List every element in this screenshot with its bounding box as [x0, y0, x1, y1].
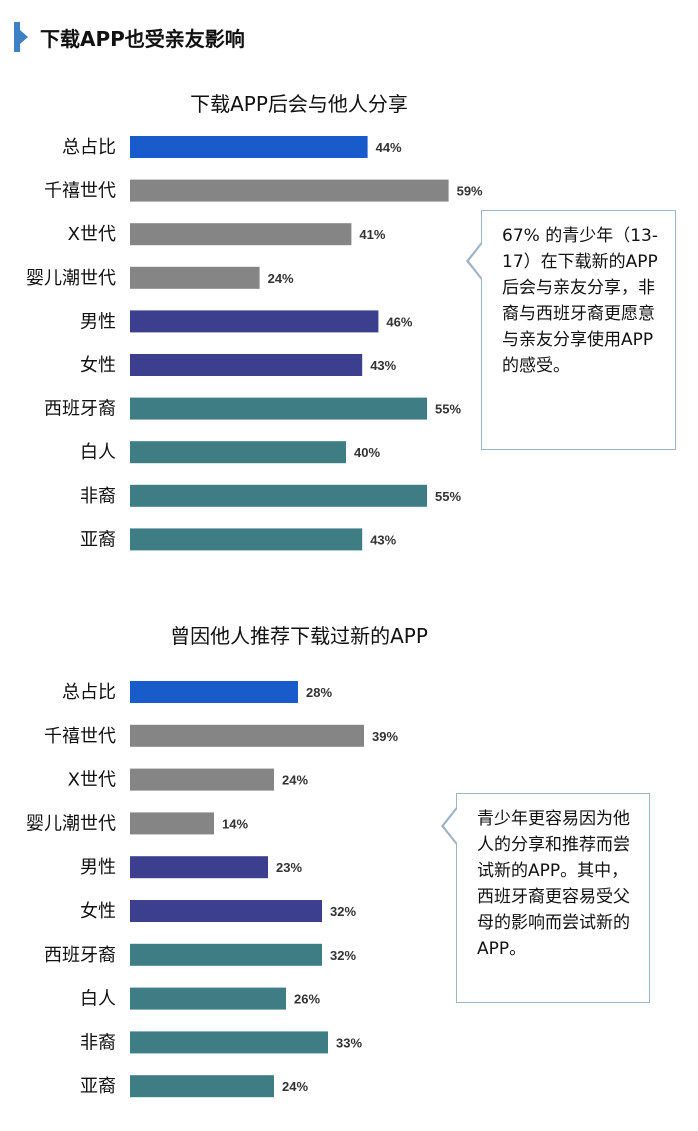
category-label: 总占比: [62, 137, 116, 158]
share-bar-chart: 总占比 44% 千禧世代 59% X世代 41% 婴儿潮世代 24% 男性 46% 女性 43% 西班牙…: [26, 136, 483, 551]
category-label: 西班牙裔: [44, 399, 116, 420]
category-label: 白人: [80, 442, 116, 463]
value-label: 23%: [276, 860, 302, 875]
value-label: 32%: [330, 904, 356, 919]
value-label: 44%: [376, 140, 402, 155]
bar: [130, 484, 427, 507]
bar: [130, 943, 322, 966]
callout-pointer-fill: [444, 808, 458, 844]
category-label: X世代: [68, 224, 116, 245]
category-label: 男性: [80, 857, 116, 878]
value-label: 39%: [372, 729, 398, 744]
value-label: 24%: [282, 1079, 308, 1094]
bar: [130, 856, 268, 879]
value-label: 26%: [294, 992, 320, 1007]
bar: [130, 681, 298, 703]
bar: [130, 1031, 328, 1054]
callout-recommend-text: 青少年更容易因为他人的分享和推荐而尝试新的APP。其中，西班牙裔更容易受父母的影…: [477, 809, 630, 959]
value-label: 55%: [435, 489, 461, 504]
category-label: 千禧世代: [44, 726, 116, 747]
header-marker: [14, 22, 28, 52]
bar: [130, 768, 274, 791]
value-label: 43%: [370, 532, 396, 547]
callout-share-text: 67% 的青少年（13-17）在下载新的APP后会与亲友分享，非裔与西班牙裔更愿…: [502, 226, 658, 376]
bar: [130, 812, 214, 835]
category-label: 总占比: [62, 682, 116, 703]
category-label: 女性: [80, 355, 116, 376]
value-label: 28%: [306, 685, 332, 700]
category-label: 非裔: [80, 1032, 116, 1053]
category-label: 女性: [80, 901, 116, 922]
bar: [130, 310, 379, 333]
value-label: 40%: [354, 445, 380, 460]
callout-pointer-fill: [469, 243, 483, 279]
category-label: 非裔: [80, 486, 116, 507]
category-label: 西班牙裔: [44, 945, 116, 966]
category-label: 千禧世代: [44, 181, 116, 202]
callout-share-note: 67% 的青少年（13-17）在下载新的APP后会与亲友分享，非裔与西班牙裔更愿…: [466, 210, 676, 450]
category-label: 亚裔: [80, 1076, 116, 1097]
category-label: 白人: [80, 989, 116, 1010]
category-label: 亚裔: [80, 529, 116, 550]
bar: [130, 266, 260, 289]
value-label: 33%: [336, 1035, 362, 1050]
callout-recommend-note: 青少年更容易因为他人的分享和推荐而尝试新的APP。其中，西班牙裔更容易受父母的影…: [441, 793, 650, 1003]
value-label: 32%: [330, 948, 356, 963]
value-label: 46%: [386, 314, 412, 329]
chart-title-share: 下载APP后会与他人分享: [190, 92, 408, 116]
bar: [130, 136, 368, 158]
value-label: 59%: [457, 184, 483, 199]
section-title: 下载APP也受亲友影响: [40, 26, 245, 51]
section-header: 下载APP也受亲友影响: [14, 22, 245, 52]
category-label: 婴儿潮世代: [26, 813, 116, 834]
value-label: 24%: [268, 271, 294, 286]
recommend-bar-chart: 总占比 28% 千禧世代 39% X世代 24% 婴儿潮世代 14% 男性 23% 女性 32% 西班牙…: [26, 681, 398, 1098]
value-label: 41%: [359, 227, 385, 242]
bar: [130, 987, 286, 1010]
value-label: 14%: [222, 816, 248, 831]
category-label: 男性: [80, 311, 116, 332]
value-label: 24%: [282, 773, 308, 788]
chart-title-recommend: 曾因他人推荐下载过新的APP: [170, 624, 428, 648]
bar: [130, 223, 352, 246]
value-label: 43%: [370, 358, 396, 373]
category-label: X世代: [68, 770, 116, 791]
bar: [130, 179, 449, 202]
bar: [130, 900, 322, 922]
bar: [130, 1075, 274, 1098]
bar: [130, 724, 364, 747]
bar: [130, 397, 427, 420]
value-label: 55%: [435, 402, 461, 417]
category-label: 婴儿潮世代: [26, 268, 116, 289]
bar: [130, 441, 346, 464]
bar: [130, 354, 363, 376]
bar: [130, 528, 363, 551]
